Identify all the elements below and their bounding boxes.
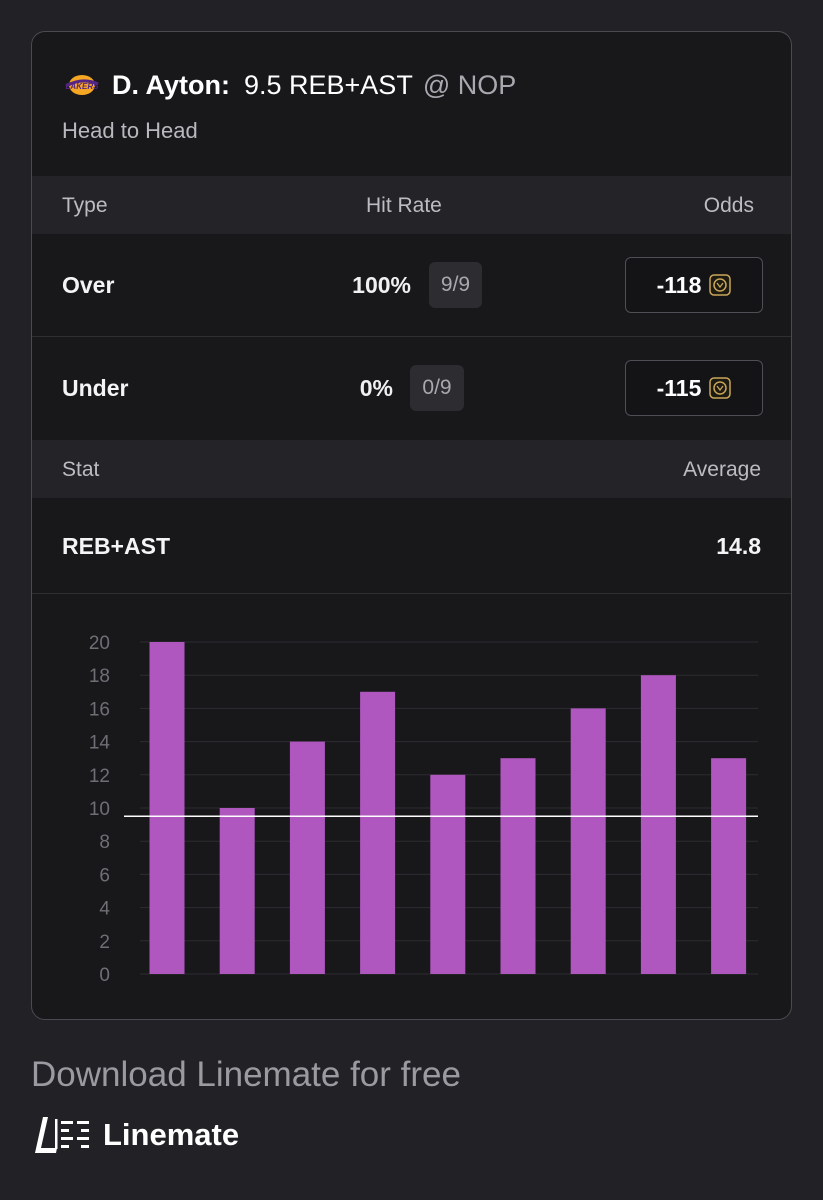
- prop-card: LAKERS D. Ayton: 9.5 REB+AST @ NOP Head …: [31, 31, 792, 1020]
- odds-value: -115: [656, 374, 702, 401]
- download-text: Download Linemate for free: [31, 1055, 461, 1094]
- hit-rate-pct: 100%: [352, 272, 411, 298]
- under-odds-button[interactable]: -115: [625, 360, 763, 416]
- y-tick-label: 2: [99, 932, 110, 953]
- y-tick-label: 14: [89, 733, 111, 754]
- chart-bar[interactable]: [219, 808, 255, 974]
- row-type: Over: [62, 272, 115, 298]
- col-odds: Odds: [703, 194, 754, 217]
- linemate-logo-icon: [35, 1117, 89, 1153]
- y-tick-label: 0: [99, 965, 110, 986]
- stat-table-header: Stat Average: [32, 440, 791, 498]
- y-tick-label: 20: [89, 633, 110, 654]
- lakers-logo-icon: LAKERS: [65, 75, 100, 95]
- chart-bar[interactable]: [570, 708, 606, 974]
- hit-table-header: Type Hit Rate Odds: [32, 176, 791, 234]
- chart-bar[interactable]: [289, 741, 325, 974]
- lion-head-icon: [709, 274, 732, 296]
- y-tick-label: 18: [89, 666, 110, 687]
- subtitle: Head to Head: [62, 118, 198, 143]
- y-tick-label: 10: [89, 799, 110, 820]
- hit-rate-frac: 0/9: [410, 365, 464, 411]
- hit-rate-pct: 0%: [359, 375, 393, 401]
- chart-bar[interactable]: [500, 758, 536, 974]
- over-odds-button[interactable]: -118: [625, 257, 763, 313]
- col-type: Type: [62, 194, 108, 217]
- chart-bar[interactable]: [640, 675, 676, 974]
- table-row: Under 0% 0/9 -115: [32, 337, 791, 439]
- stat-name: REB+AST: [62, 533, 170, 559]
- chart-bar[interactable]: [430, 774, 466, 974]
- prop-line: 9.5 REB+AST: [243, 69, 413, 100]
- stat-average: 14.8: [716, 533, 761, 559]
- opponent: @ NOP: [422, 69, 517, 100]
- odds-value: -118: [656, 271, 702, 298]
- col-stat: Stat: [62, 458, 100, 481]
- col-average: Average: [683, 458, 761, 481]
- y-tick-label: 6: [99, 865, 110, 886]
- chart-bar[interactable]: [360, 691, 396, 974]
- y-tick-label: 8: [99, 832, 110, 853]
- row-type: Under: [62, 375, 129, 401]
- col-hit-rate: Hit Rate: [366, 194, 442, 217]
- player-name: D. Ayton:: [112, 69, 230, 100]
- divider: [32, 336, 791, 337]
- bar-chart: 0 2 4 6 8 10 12 14 16 18 20: [89, 633, 758, 986]
- prop-title: LAKERS D. Ayton: 9.5 REB+AST @ NOP: [62, 68, 516, 102]
- svg-text:LAKERS: LAKERS: [66, 82, 100, 91]
- chart-bar[interactable]: [149, 642, 185, 974]
- brand: Linemate: [31, 1113, 239, 1157]
- lion-head-icon: [709, 377, 732, 399]
- y-tick-label: 16: [89, 699, 110, 720]
- y-tick-label: 12: [89, 766, 110, 787]
- table-row: Over 100% 9/9 -118: [32, 234, 791, 336]
- divider: [32, 593, 791, 594]
- hit-rate-frac: 9/9: [429, 262, 482, 308]
- y-tick-label: 4: [99, 899, 110, 920]
- brand-name: Linemate: [103, 1117, 240, 1152]
- card-header: LAKERS D. Ayton: 9.5 REB+AST @ NOP Head …: [32, 32, 791, 176]
- chart-bar[interactable]: [711, 758, 747, 974]
